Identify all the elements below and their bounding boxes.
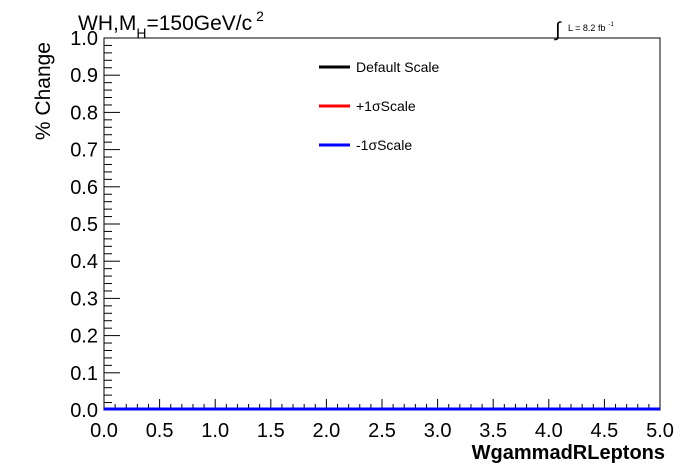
legend-label-default: Default Scale <box>356 59 439 75</box>
process-label-rest: =150GeV/c <box>146 12 252 35</box>
y-tick-label: 0.9 <box>70 65 98 87</box>
x-axis-title: WgammadRLeptons <box>472 442 665 464</box>
y-tick-label: 0.1 <box>70 363 98 385</box>
process-label-main: WH,M <box>78 12 136 35</box>
luminosity-text: L = 8.2 fb <box>568 23 605 33</box>
y-tick-label: 0.0 <box>70 400 98 422</box>
process-label: WH,MH=150GeV/c 2 <box>78 8 264 41</box>
y-axis-title: % Change <box>32 42 55 140</box>
y-tick-label: 0.6 <box>70 177 98 199</box>
luminosity-label: L = 8.2 fb -1 <box>568 22 614 33</box>
y-tick-label: 0.2 <box>70 326 98 348</box>
x-tick-label: 4.0 <box>535 420 563 442</box>
x-tick-label: 1.0 <box>201 420 229 442</box>
y-tick-label: 0.3 <box>70 288 98 310</box>
y-tick-label: 0.8 <box>70 102 98 124</box>
x-tick-label: 1.5 <box>257 420 285 442</box>
x-tick-label: 3.0 <box>424 420 452 442</box>
x-tick-label: 0.0 <box>90 420 118 442</box>
y-tick-label: 1.0 <box>70 28 98 50</box>
y-tick-label: 0.7 <box>70 140 98 162</box>
legend: Default Scale +1σScale -1σScale <box>319 59 439 153</box>
y-tick-label: 0.5 <box>70 214 98 236</box>
legend-label-plus1sigma: +1σScale <box>356 98 416 114</box>
x-tick-label: 2.5 <box>368 420 396 442</box>
process-label-superscript: 2 <box>256 8 264 24</box>
x-tick-label: 2.0 <box>312 420 340 442</box>
y-tick-label: 0.4 <box>70 251 98 273</box>
legend-label-minus1sigma: -1σScale <box>356 137 412 153</box>
luminosity-superscript: -1 <box>608 22 614 28</box>
x-tick-label: 4.5 <box>590 420 618 442</box>
process-label-subscript: H <box>136 25 146 41</box>
luminosity-integral-symbol: ∫ <box>554 19 562 41</box>
x-tick-label: 5.0 <box>646 420 674 442</box>
x-tick-label: 0.5 <box>146 420 174 442</box>
x-tick-label: 3.5 <box>479 420 507 442</box>
axis-tick-labels: 0.0 0.5 1.0 1.5 2.0 2.5 3.0 3.5 4.0 4.5 5.0 0.0 0.1 0… <box>70 28 674 442</box>
